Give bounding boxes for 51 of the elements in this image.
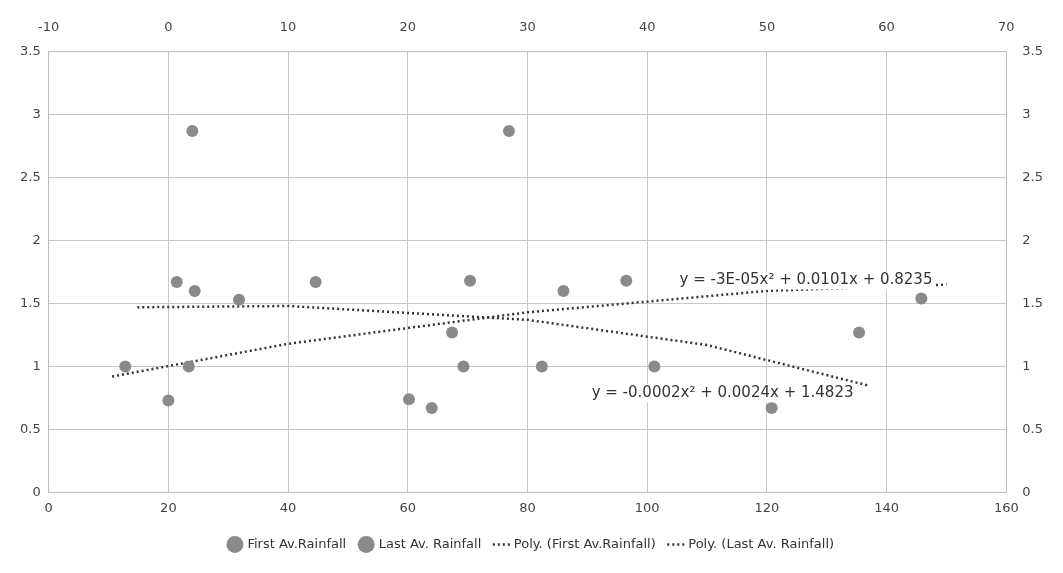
- x-tick-label: 40: [279, 499, 297, 515]
- point: [162, 394, 175, 407]
- x2-tick-label: 30: [519, 19, 536, 35]
- point: [402, 393, 415, 406]
- y-tick-label: 3: [32, 105, 41, 121]
- legend-label: First Av.Rainfall: [247, 535, 347, 551]
- point: [119, 360, 132, 373]
- point: [502, 124, 515, 137]
- legend-label: Poly. (Last Av. Rainfall): [688, 535, 835, 551]
- y2-tick-label: 1.5: [1022, 294, 1044, 310]
- y2-tick-label: 3: [1022, 105, 1031, 121]
- x-tick-label: 100: [634, 499, 660, 515]
- y-tick-label: 2: [32, 231, 41, 247]
- annotation: y = -0.0002x² + 0.0024x + 1.4823: [591, 383, 854, 402]
- x-tick-label: 80: [519, 499, 536, 515]
- x2-tick-label: 0: [164, 19, 173, 35]
- point: [309, 276, 322, 289]
- x-tick-label: 60: [399, 499, 417, 515]
- y-tick-label: 1.5: [19, 294, 41, 310]
- point: [620, 274, 633, 287]
- y2-tick-label: 2: [1022, 231, 1031, 247]
- y-tick-label: 3.5: [19, 42, 41, 58]
- point: [765, 402, 778, 415]
- point: [915, 292, 928, 305]
- y2-tick-label: 0: [1022, 483, 1031, 499]
- x-tick-label: 160: [993, 499, 1019, 515]
- y2-tick-label: 1: [1022, 357, 1031, 373]
- x2-tick-label: 50: [758, 19, 776, 35]
- annotation: y = -3E-05x² + 0.0101x + 0.8235: [679, 270, 933, 289]
- x2-tick-label: 40: [638, 19, 656, 35]
- legend-label: Last Av. Rainfall: [378, 535, 482, 551]
- y-tick-label: 0.5: [19, 420, 41, 436]
- x-tick-label: 120: [754, 499, 780, 515]
- legend-label: Poly. (First Av.Rainfall): [513, 535, 656, 551]
- x-tick-label: 20: [160, 499, 177, 515]
- y-tick-label: 1: [32, 357, 41, 373]
- x2-tick-label: 10: [279, 19, 297, 35]
- point: [457, 360, 470, 373]
- point: [186, 124, 199, 137]
- y2-tick-label: 2.5: [1022, 168, 1044, 184]
- x-tick-label: 0: [44, 499, 53, 515]
- y2-tick-label: 3.5: [1022, 42, 1044, 58]
- x2-tick-label: 70: [998, 19, 1015, 35]
- x2-tick-label: -10: [38, 19, 60, 35]
- y-tick-label: 0: [32, 483, 41, 499]
- point: [170, 276, 183, 289]
- y-tick-label: 2.5: [19, 168, 41, 184]
- x2-tick-label: 60: [878, 19, 895, 35]
- x2-tick-label: 20: [399, 19, 417, 35]
- x-tick-label: 140: [874, 499, 900, 515]
- y2-tick-label: 0.5: [1022, 420, 1044, 436]
